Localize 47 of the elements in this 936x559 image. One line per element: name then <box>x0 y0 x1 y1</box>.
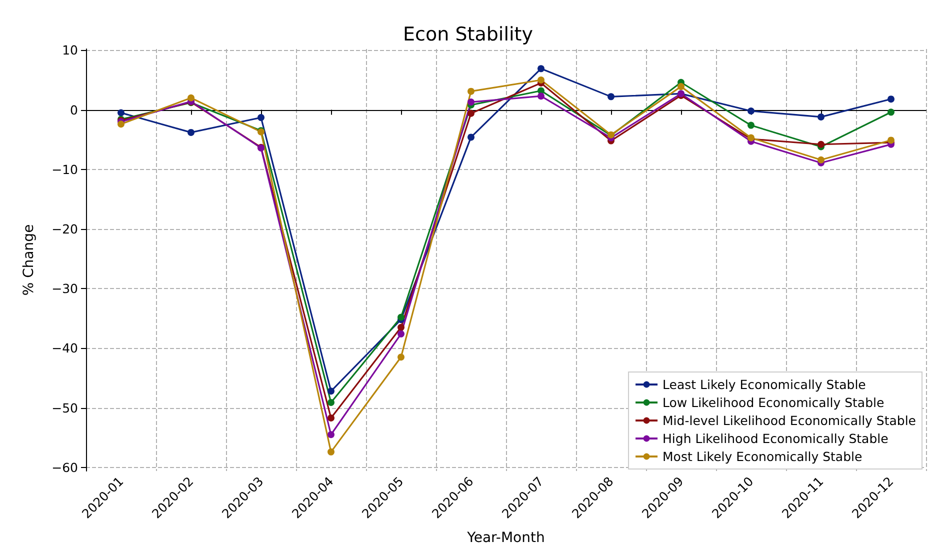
point <box>538 92 544 100</box>
point <box>398 330 404 338</box>
point <box>888 96 894 103</box>
y-tick-label: −40 <box>52 340 78 356</box>
point <box>888 136 894 144</box>
point <box>398 354 404 361</box>
y-tick-label: 0 <box>70 102 78 118</box>
point <box>748 107 754 114</box>
y-tick-label: 10 <box>62 42 78 58</box>
point <box>328 431 334 438</box>
y-tick-label: −30 <box>52 281 78 296</box>
y-tick-label: −10 <box>52 162 78 177</box>
legend-label: High Likelihood Economically Stable <box>662 431 889 446</box>
y-tick-label: −60 <box>52 460 78 475</box>
point <box>608 93 614 100</box>
point <box>468 88 474 95</box>
point <box>678 83 684 90</box>
point <box>328 414 334 422</box>
point <box>328 448 334 456</box>
point <box>538 65 544 72</box>
point <box>888 108 894 116</box>
x-axis-title: Year-Month <box>466 530 545 546</box>
point <box>188 94 194 102</box>
y-axis-title: % Change <box>21 224 37 296</box>
point <box>118 120 124 128</box>
point <box>118 109 124 116</box>
point <box>818 113 824 120</box>
point <box>818 140 824 148</box>
point <box>468 110 474 117</box>
point <box>468 98 474 106</box>
y-tick-label: −50 <box>52 400 78 416</box>
point <box>328 398 334 406</box>
point <box>748 122 754 129</box>
point <box>188 128 194 136</box>
legend-label: Least Likely Economically Stable <box>662 377 866 392</box>
point <box>538 76 544 84</box>
legend-label: Most Likely Economically Stable <box>662 449 862 464</box>
point <box>398 314 404 321</box>
chart-title: Econ Stability <box>403 24 533 46</box>
legend-label: Low Likelihood Economically Stable <box>662 395 884 410</box>
legend-label: Mid-level Likelihood Economically Stable <box>662 413 916 428</box>
point <box>468 134 474 141</box>
point <box>258 114 264 122</box>
point <box>328 388 334 395</box>
y-tick-label: −20 <box>52 222 78 237</box>
point <box>818 156 824 164</box>
point <box>398 324 404 331</box>
